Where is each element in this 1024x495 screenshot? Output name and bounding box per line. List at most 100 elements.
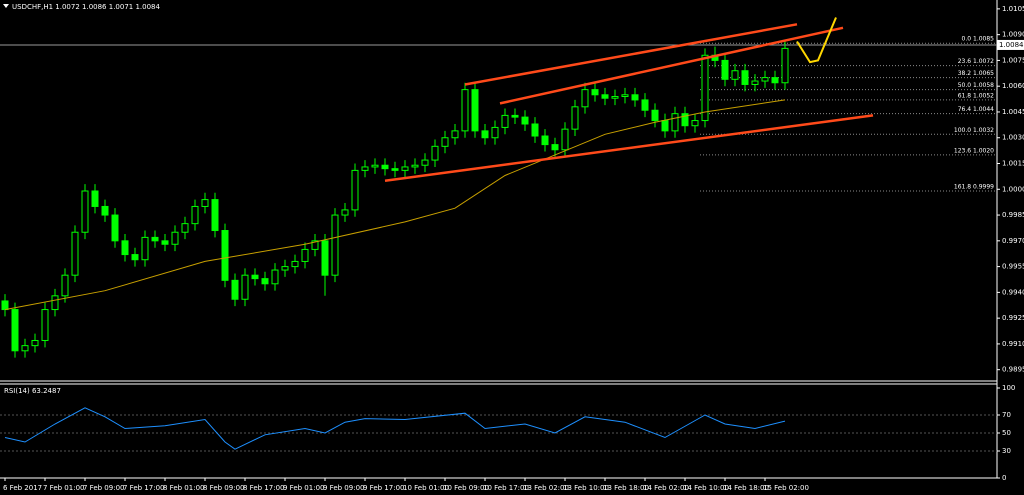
candle-body	[541, 135, 549, 146]
candle-body	[491, 126, 499, 139]
candle-body	[411, 164, 419, 168]
candle-body	[11, 309, 19, 352]
candle-body	[741, 70, 749, 85]
candle-body	[21, 345, 29, 352]
candle-body	[621, 94, 629, 97]
candle-body	[61, 274, 69, 297]
menu-icon	[3, 4, 9, 8]
x-tick-label: 10 Feb 01:00	[403, 484, 449, 492]
x-tick-label: 7 Feb 17:00	[123, 484, 164, 492]
rsi-line	[4, 407, 786, 450]
x-tick-label: 15 Feb 02:00	[763, 484, 809, 492]
y-tick-label: 1.0090	[1002, 31, 1024, 39]
candle-body	[381, 164, 389, 170]
y-tick-label: 0.9895	[1002, 366, 1024, 374]
candle-body	[661, 120, 669, 132]
candle-body	[591, 89, 599, 96]
candle-body	[201, 199, 209, 207]
candle-body	[51, 295, 59, 311]
candle-body	[131, 254, 139, 261]
candle-body	[771, 77, 779, 84]
candle-body	[691, 120, 699, 127]
candle-body	[601, 94, 609, 99]
y-tick-label: 0.9955	[1002, 263, 1024, 271]
x-tick-label: 13 Feb 18:00	[603, 484, 649, 492]
fib-label: 0.0 1.0085	[962, 36, 995, 43]
candle-body	[291, 260, 299, 268]
fib-label: 161.8 0.9999	[954, 184, 994, 191]
x-tick-label: 8 Feb 17:00	[243, 484, 284, 492]
fib-label: 100.0 1.0032	[954, 127, 994, 134]
candle-body	[31, 339, 39, 347]
y-tick-label: 0.9985	[1002, 211, 1024, 219]
candle-body	[701, 54, 709, 122]
x-tick-label: 14 Feb 10:00	[683, 484, 729, 492]
candle-body	[251, 274, 259, 280]
y-tick-label: 1.0060	[1002, 82, 1024, 90]
candle-body	[471, 89, 479, 132]
candle-body	[441, 137, 449, 147]
candle-body	[571, 106, 579, 130]
candle-body	[191, 205, 199, 225]
candle-body	[1, 300, 9, 311]
x-tick-label: 9 Feb 01:00	[283, 484, 324, 492]
fib-label: 123.6 1.0020	[954, 147, 994, 154]
candle-body	[681, 113, 689, 127]
x-tick-label: 10 Feb 09:00	[443, 484, 489, 492]
candle-body	[341, 209, 349, 216]
fib-label: 61.8 1.0052	[958, 92, 994, 99]
candle-body	[751, 80, 759, 85]
candle-body	[451, 130, 459, 139]
candle-body	[581, 89, 589, 108]
rsi-title: RSI(14) 63.2487	[4, 387, 61, 395]
x-tick-label: 14 Feb 18:00	[723, 484, 769, 492]
candle-body	[651, 109, 659, 122]
fib-label: 23.6 1.0072	[958, 58, 994, 65]
chart-title: USDCHF,H1 1.0072 1.0086 1.0071 1.0084	[12, 3, 160, 11]
rsi-tick-label: 50	[1002, 429, 1011, 437]
candle-body	[121, 240, 129, 256]
candle-body	[151, 236, 159, 242]
candle-body	[221, 230, 229, 281]
y-tick-label: 1.0030	[1002, 134, 1024, 142]
candle-body	[501, 114, 509, 128]
x-tick-label: 7 Feb 09:00	[83, 484, 124, 492]
candle-body	[161, 240, 169, 245]
candle-body	[311, 240, 319, 250]
candle-body	[361, 166, 369, 171]
candle-body	[631, 94, 639, 101]
candle-body	[41, 309, 49, 341]
candle-body	[181, 223, 189, 233]
candle-body	[211, 199, 219, 232]
candle-body	[511, 114, 519, 118]
candle-body	[331, 214, 339, 276]
candle-body	[611, 96, 619, 99]
candle-body	[731, 70, 739, 80]
projection-line	[796, 17, 837, 64]
candle-body	[241, 274, 249, 300]
candle-body	[421, 159, 429, 166]
rsi-tick-label: 70	[1002, 411, 1011, 419]
candle-body	[431, 145, 439, 161]
moving-average	[4, 99, 786, 311]
candle-body	[781, 47, 789, 84]
candle-body	[171, 231, 179, 245]
candle-body	[721, 59, 729, 80]
candle-body	[371, 164, 379, 168]
candle-body	[641, 99, 649, 111]
candle-body	[271, 269, 279, 285]
rsi-tick-label: 0	[1002, 474, 1006, 482]
x-tick-label: 13 Feb 02:00	[523, 484, 569, 492]
y-tick-label: 0.9925	[1002, 314, 1024, 322]
fib-label: 50.0 1.0058	[958, 82, 994, 89]
candle-body	[301, 248, 309, 262]
fib-label: 38.2 1.0065	[958, 70, 994, 77]
x-tick-label: 14 Feb 02:00	[643, 484, 689, 492]
x-tick-label: 6 Feb 2017	[3, 484, 42, 492]
